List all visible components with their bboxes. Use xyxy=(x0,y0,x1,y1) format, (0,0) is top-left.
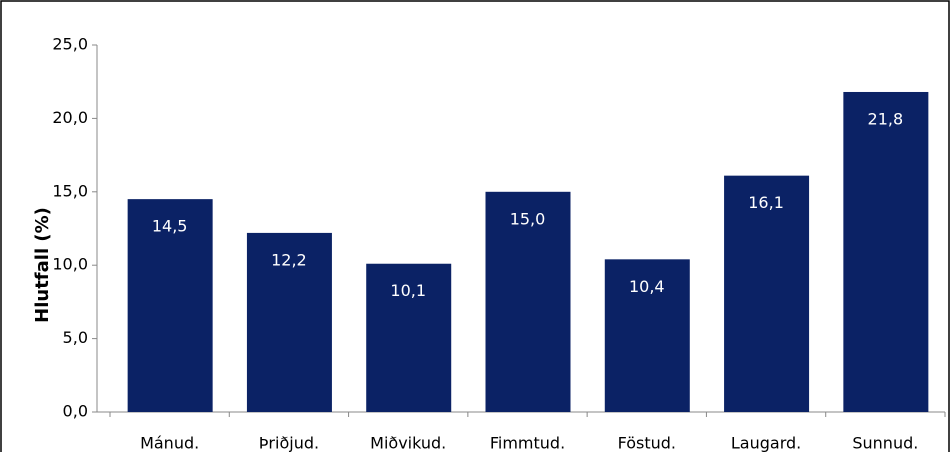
x-tick-label: Fimmtud. xyxy=(490,434,565,452)
y-tick-label: 20,0 xyxy=(52,108,88,127)
data-label: 15,0 xyxy=(510,209,546,228)
bar xyxy=(127,199,213,412)
data-label: 14,5 xyxy=(152,217,188,236)
x-tick-label: Þriðjud. xyxy=(259,434,319,452)
bar xyxy=(724,175,810,412)
x-tick-label: Föstud. xyxy=(618,434,676,452)
x-tick-label: Miðvikud. xyxy=(370,434,446,452)
bar xyxy=(604,259,690,412)
data-label: 21,8 xyxy=(868,109,904,128)
y-tick-label: 0,0 xyxy=(63,402,88,421)
x-tick-label: Laugard. xyxy=(731,434,801,452)
data-label: 10,4 xyxy=(629,277,665,296)
x-tick-label: Sunnud. xyxy=(852,434,918,452)
y-tick-label: 5,0 xyxy=(63,328,88,347)
y-tick-label: 15,0 xyxy=(52,181,88,200)
y-axis-label: Hlutfall (%) xyxy=(32,207,53,323)
bar xyxy=(366,263,452,412)
data-label: 10,1 xyxy=(390,281,426,300)
bar xyxy=(843,91,929,412)
x-tick-label: Mánud. xyxy=(140,434,199,452)
bar xyxy=(246,232,332,412)
data-label: 12,2 xyxy=(271,250,307,269)
bar xyxy=(485,191,571,412)
y-tick-label: 25,0 xyxy=(52,35,88,54)
data-label: 16,1 xyxy=(748,193,784,212)
y-tick-label: 10,0 xyxy=(52,255,88,274)
